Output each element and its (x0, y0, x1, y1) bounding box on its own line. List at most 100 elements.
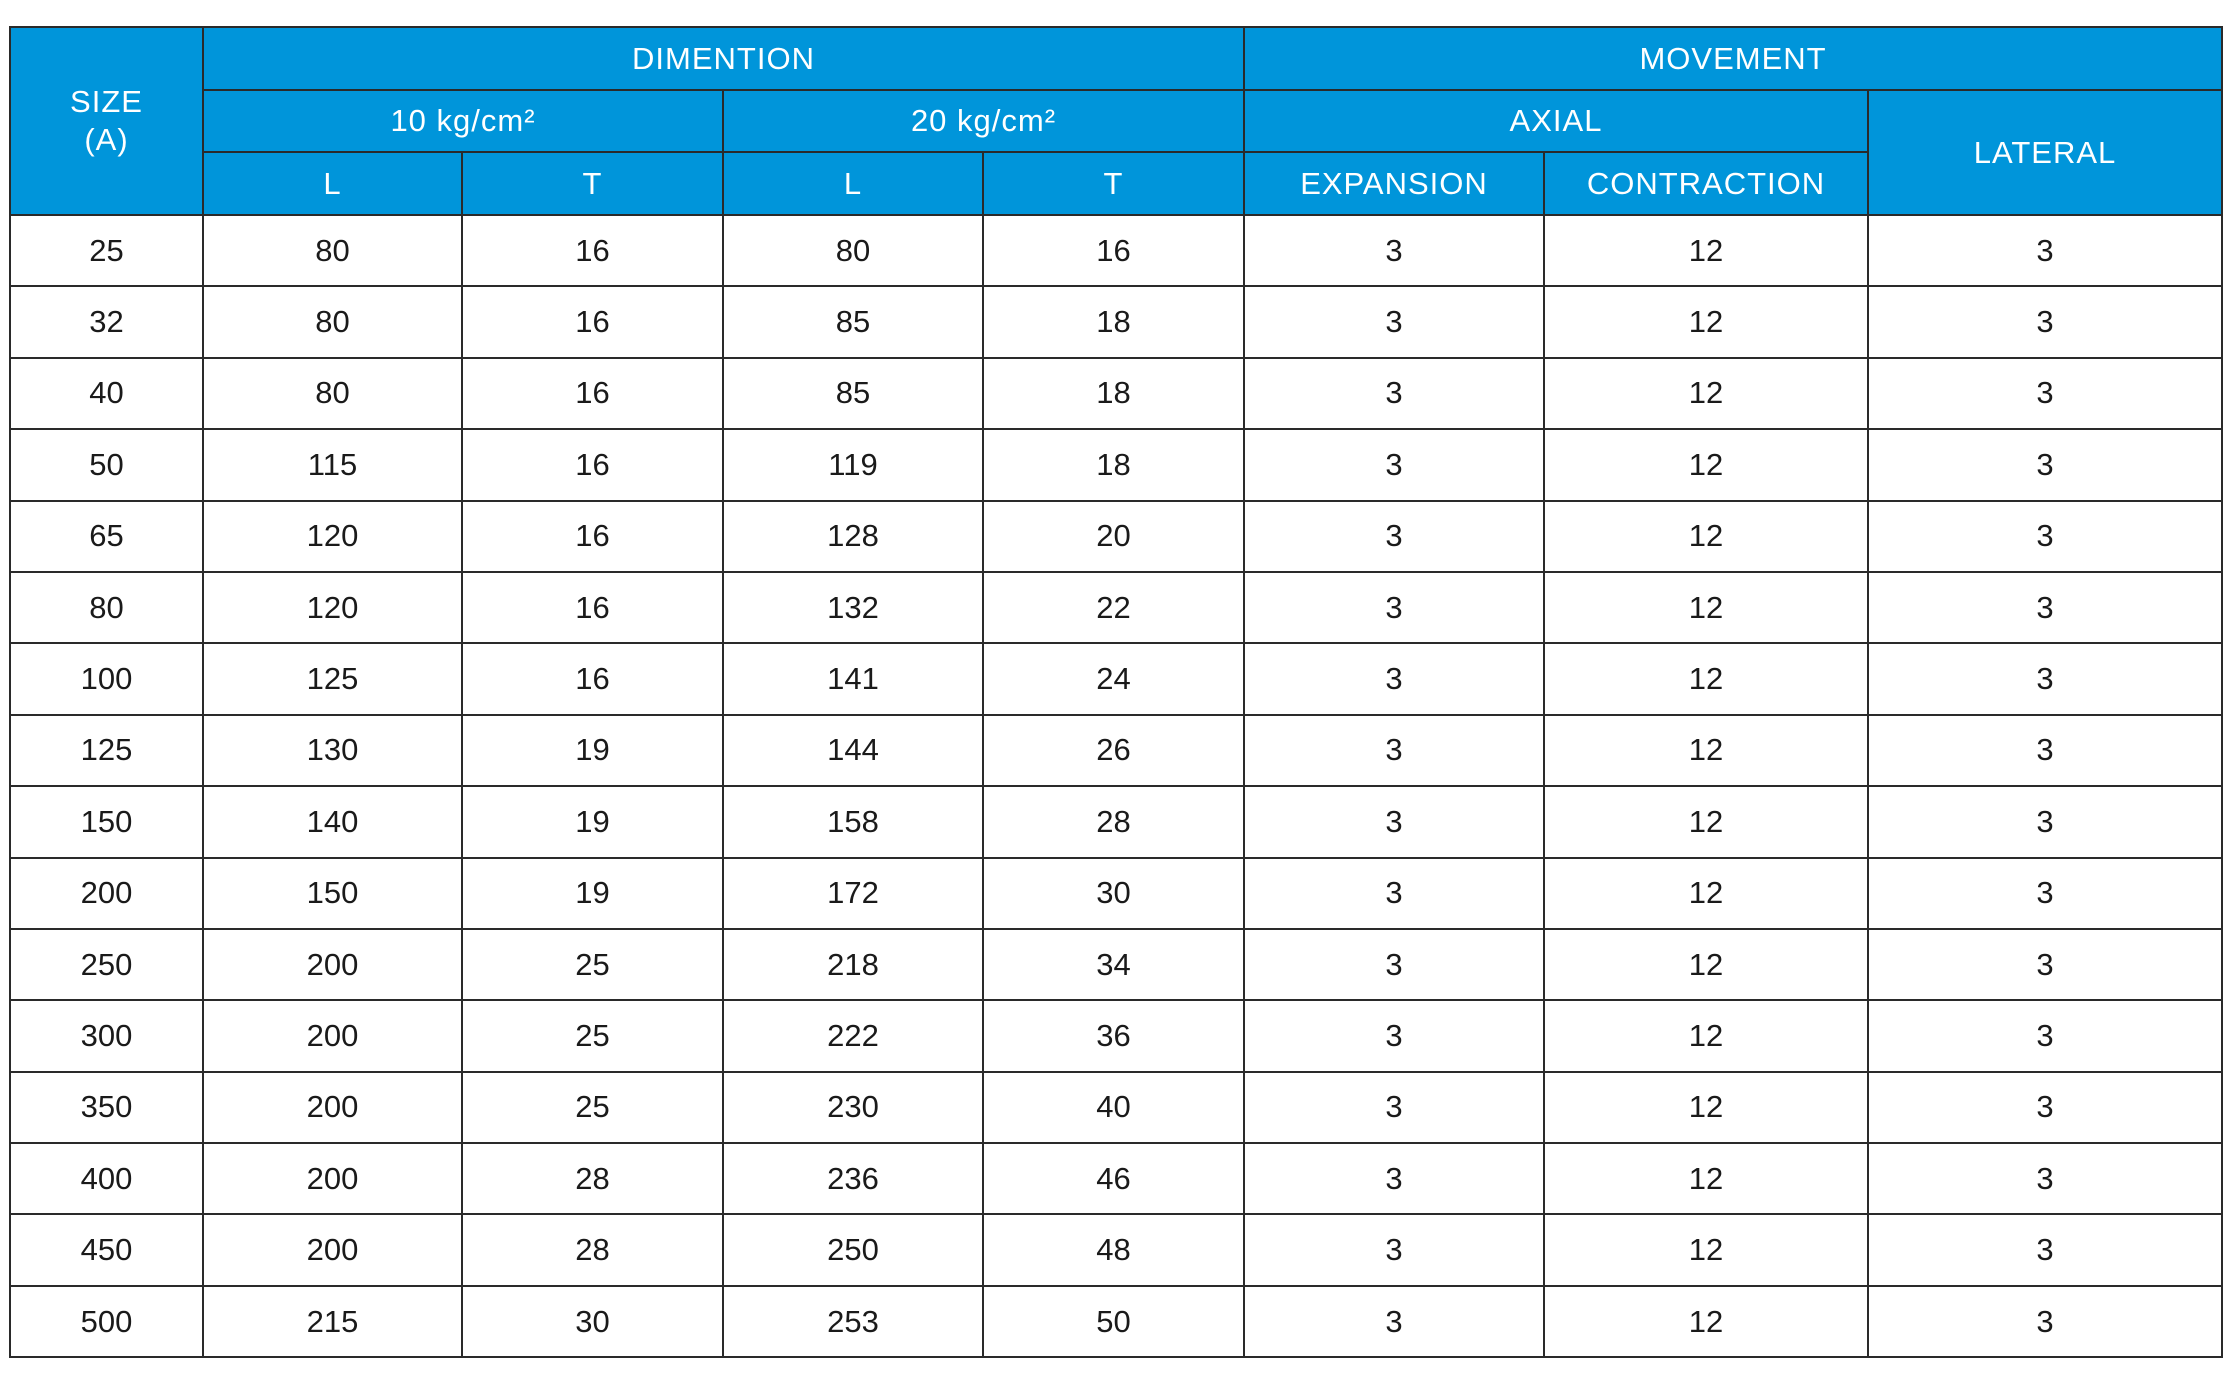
table-cell: 28 (982, 785, 1245, 859)
table-cell: 200 (202, 927, 463, 1002)
table-cell: 200 (202, 1142, 463, 1216)
header-cell: SIZE (A) (9, 26, 204, 216)
table-cell: 34 (982, 927, 1245, 1002)
table-cell: 26 (982, 713, 1245, 788)
table-cell: 3 (1243, 1284, 1545, 1359)
spec-table-wrapper: SIZE (A) DIMENTION MOVEMENT 10 kg/cm² 20… (9, 26, 2224, 1359)
table-cell: 28 (461, 1213, 724, 1287)
header-row: 10 kg/cm² 20 kg/cm² AXIAL LATERAL (10, 89, 2224, 216)
table-cell: 3 (1866, 1213, 2224, 1287)
table-cell: 230 (722, 1070, 984, 1145)
table-cell: 12 (1543, 285, 1869, 359)
header-cell: EXPANSION (1243, 151, 1545, 216)
table-cell: 250 (722, 1213, 984, 1287)
table-cell: 3 (1866, 999, 2224, 1073)
table-cell: 28 (461, 1142, 724, 1216)
table-row: 450 200 28 250 48 3 12 3 (9, 1213, 2224, 1287)
header-cell: L (722, 151, 984, 216)
table-cell: 128 (722, 499, 984, 573)
header-text: (A) (84, 122, 129, 157)
table-cell: 3 (1243, 713, 1545, 788)
table-row: 40 80 16 85 18 3 12 3 (9, 356, 2224, 431)
header-cell: T (982, 151, 1245, 216)
table-cell: 80 (202, 285, 463, 359)
table-cell: 200 (9, 856, 204, 930)
table-cell: 80 (722, 213, 984, 288)
table-cell: 19 (461, 713, 724, 788)
table-cell: 18 (982, 356, 1245, 431)
table-cell: 3 (1866, 428, 2224, 502)
table-cell: 18 (982, 428, 1245, 502)
table-cell: 16 (461, 570, 724, 645)
table-cell: 3 (1243, 499, 1545, 573)
table-cell: 144 (722, 713, 984, 788)
table-cell: 140 (202, 785, 463, 859)
table-cell: 120 (202, 499, 463, 573)
header-cell: MOVEMENT (1242, 26, 2224, 91)
table-cell: 3 (1243, 1070, 1545, 1145)
table-cell: 141 (722, 642, 984, 716)
table-cell: 30 (461, 1284, 724, 1359)
header-cell: T (461, 151, 724, 216)
table-cell: 12 (1543, 999, 1869, 1073)
table-cell: 3 (1866, 1142, 2224, 1216)
table-cell: 200 (202, 1070, 463, 1145)
table-cell: 119 (722, 428, 984, 502)
table-cell: 85 (722, 356, 984, 431)
table-cell: 3 (1243, 1213, 1545, 1287)
table-cell: 16 (461, 642, 724, 716)
table-cell: 3 (1866, 356, 2224, 431)
header-cell: CONTRACTION (1543, 151, 1869, 216)
table-cell: 3 (1866, 499, 2224, 573)
table-cell: 25 (9, 213, 204, 288)
table-row: 250 200 25 218 34 3 12 3 (9, 927, 2224, 1002)
table-cell: 12 (1543, 213, 1869, 288)
table-body: 25 80 16 80 16 3 12 3 32 80 16 85 18 3 12 3 40 80 16 85 18 3 1… (9, 213, 2224, 1359)
table-cell: 236 (722, 1142, 984, 1216)
table-cell: 3 (1243, 642, 1545, 716)
header-cell: L (202, 151, 463, 216)
table-row: 200 150 19 172 30 3 12 3 (9, 856, 2224, 930)
table-cell: 19 (461, 785, 724, 859)
table-row: 50 115 16 119 18 3 12 3 (9, 428, 2224, 502)
table-cell: 158 (722, 785, 984, 859)
table-cell: 80 (202, 213, 463, 288)
table-cell: 3 (1243, 856, 1545, 930)
table-cell: 200 (202, 999, 463, 1073)
table-cell: 3 (1866, 285, 2224, 359)
table-cell: 16 (461, 428, 724, 502)
table-cell: 80 (202, 356, 463, 431)
table-cell: 100 (9, 642, 204, 716)
table-cell: 150 (202, 856, 463, 930)
header-row: L T L T EXPANSION CONTRACTION (10, 151, 2222, 216)
table-cell: 222 (722, 999, 984, 1073)
table-cell: 12 (1543, 428, 1869, 502)
table-row: 350 200 25 230 40 3 12 3 (9, 1070, 2224, 1145)
table-cell: 132 (722, 570, 984, 645)
table-cell: 65 (9, 499, 204, 573)
header-cell: 20 kg/cm² (722, 89, 1245, 153)
table-cell: 125 (9, 713, 204, 788)
table-row: 125 130 19 144 26 3 12 3 (9, 713, 2224, 788)
table-cell: 300 (9, 999, 204, 1073)
table-cell: 50 (982, 1284, 1245, 1359)
table-cell: 12 (1543, 785, 1869, 859)
table-cell: 3 (1243, 570, 1545, 645)
table-cell: 172 (722, 856, 984, 930)
table-cell: 36 (982, 999, 1245, 1073)
table-cell: 3 (1866, 785, 2224, 859)
table-cell: 12 (1543, 499, 1869, 573)
table-cell: 253 (722, 1284, 984, 1359)
table-cell: 218 (722, 927, 984, 1002)
table-cell: 12 (1543, 713, 1869, 788)
table-cell: 3 (1866, 856, 2224, 930)
table-row: 80 120 16 132 22 3 12 3 (9, 570, 2224, 645)
table-cell: 12 (1543, 1070, 1869, 1145)
table-cell: 125 (202, 642, 463, 716)
table-row: 400 200 28 236 46 3 12 3 (9, 1142, 2224, 1216)
table-cell: 19 (461, 856, 724, 930)
table-cell: 12 (1543, 1213, 1869, 1287)
table-row: 100 125 16 141 24 3 12 3 (9, 642, 2224, 716)
table-cell: 25 (461, 927, 724, 1002)
